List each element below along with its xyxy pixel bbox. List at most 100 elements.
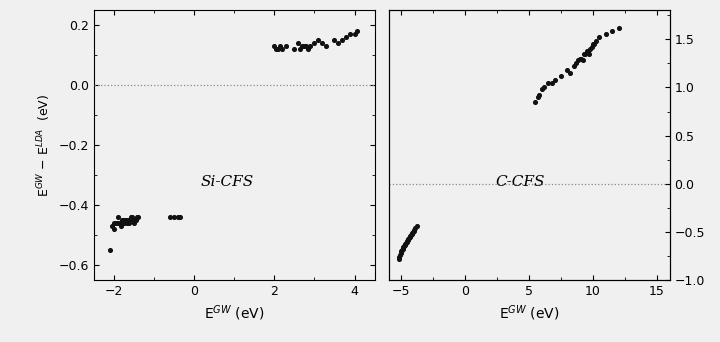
Point [289,47,300,52]
Point [555,73,567,79]
Point [577,58,588,63]
Point [571,61,582,66]
Point [108,227,120,232]
Point [271,47,282,52]
Point [297,43,308,49]
Point [562,67,573,73]
Point [123,221,135,226]
Point [132,215,143,220]
Point [532,94,544,100]
Point [403,235,415,241]
Point [395,253,406,258]
Point [124,218,135,223]
Point [281,43,292,49]
Point [613,25,624,30]
Point [405,233,416,239]
Point [401,238,413,244]
Point [348,31,360,37]
Point [583,51,595,56]
Point [408,227,420,233]
Point [272,47,284,52]
Point [564,70,576,76]
Point [351,28,362,34]
Point [534,92,545,98]
Point [345,31,356,37]
Text: C-CFS: C-CFS [495,175,545,189]
Point [586,44,598,50]
Point [113,215,125,220]
Point [542,80,554,86]
Point [398,243,410,248]
Point [408,228,419,234]
Point [395,249,407,254]
Point [400,240,412,246]
Point [333,41,344,46]
Point [127,218,139,223]
Point [600,32,611,37]
Point [118,221,130,226]
Point [125,215,136,220]
Point [110,221,122,226]
Point [590,38,601,44]
Point [126,215,138,220]
Point [129,218,140,223]
Point [119,218,130,223]
Point [581,48,593,54]
Point [606,29,618,34]
Point [104,248,115,253]
Point [397,244,409,249]
Point [402,237,413,243]
Point [130,218,142,223]
Point [269,43,280,49]
Point [164,215,176,220]
Point [116,218,127,223]
Point [109,221,120,226]
Point [274,43,286,49]
Point [407,231,418,236]
Point [576,56,588,61]
Point [593,35,605,40]
Point [588,41,599,47]
Point [536,87,548,92]
Point [400,241,411,247]
Point [585,46,596,52]
Point [396,247,408,252]
Point [111,221,122,226]
Point [128,221,140,226]
Text: Si-CFS: Si-CFS [200,175,253,189]
X-axis label: E$^{GW}$ (eV): E$^{GW}$ (eV) [499,304,559,324]
Point [337,38,348,43]
Point [405,232,417,238]
Point [401,239,413,245]
Point [582,48,593,54]
Point [399,242,410,248]
Point [395,251,407,256]
Point [317,41,328,46]
Point [294,47,306,52]
Point [588,41,600,47]
Point [549,77,560,82]
Point [404,234,415,240]
Point [530,99,541,105]
Point [115,224,127,229]
Point [276,47,288,52]
Point [122,218,133,223]
Point [300,43,312,49]
Point [117,218,128,223]
Point [397,246,408,251]
Point [410,226,421,231]
Point [309,41,320,46]
Point [121,221,132,226]
Point [312,38,324,43]
Y-axis label: E$^{GW}$ − E$^{LDA}$  (eV): E$^{GW}$ − E$^{LDA}$ (eV) [35,94,53,197]
Point [407,229,418,235]
Point [394,254,405,260]
Point [341,35,352,40]
Point [320,43,332,49]
Point [174,215,186,220]
Point [568,64,580,69]
Point [172,215,184,220]
X-axis label: E$^{GW}$ (eV): E$^{GW}$ (eV) [204,304,264,324]
Point [305,43,316,49]
Point [120,218,132,223]
